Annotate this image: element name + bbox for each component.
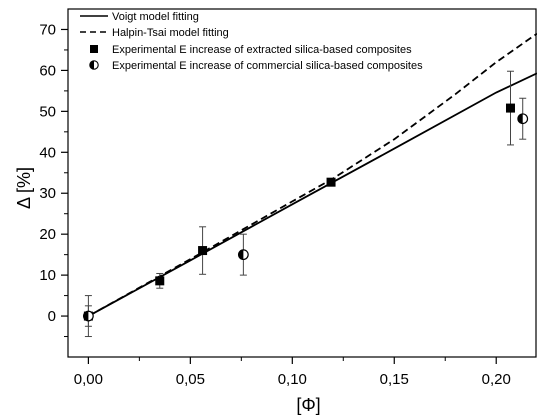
y-tick-label: 50 <box>39 103 56 120</box>
voigt-fit-line <box>87 72 537 317</box>
legend: Voigt model fitting Halpin-Tsai model fi… <box>80 11 423 72</box>
y-tick-label: 10 <box>39 267 56 284</box>
legend-label-halpin-tsai: Halpin-Tsai model fitting <box>112 27 229 39</box>
commercial-point-half-fill <box>517 113 523 124</box>
y-tick-label: 40 <box>39 144 56 161</box>
legend-label-extracted: Experimental E increase of extracted sil… <box>112 44 412 56</box>
y-axis-ticks: 0 10 20 30 40 50 60 70 <box>39 21 68 338</box>
y-tick-label: 0 <box>48 308 56 325</box>
extracted-point <box>505 103 515 113</box>
x-tick-label: 0,15 <box>380 371 409 388</box>
legend-swatch-commercial-half-fill <box>89 60 94 70</box>
commercial-point <box>517 113 529 125</box>
y-tick-label: 30 <box>39 185 56 202</box>
legend-swatch-commercial <box>89 60 99 70</box>
y-axis-title: Δ [%] <box>14 167 34 209</box>
x-tick-label: 0,05 <box>176 371 205 388</box>
x-axis-title: [Φ] <box>296 395 320 415</box>
extracted-point <box>155 276 165 286</box>
y-tick-label: 20 <box>39 226 56 243</box>
plot-frame <box>67 8 537 358</box>
data-points <box>82 70 529 338</box>
commercial-point-half-fill <box>238 249 244 260</box>
commercial-point <box>82 310 94 322</box>
commercial-point <box>237 249 249 261</box>
y-tick-label: 70 <box>39 21 56 38</box>
x-tick-label: 0,00 <box>74 371 103 388</box>
legend-label-voigt: Voigt model fitting <box>112 11 199 23</box>
extracted-point <box>326 177 336 187</box>
x-tick-label: 0,20 <box>482 371 511 388</box>
halpin-tsai-fit-line <box>87 32 537 317</box>
legend-swatch-extracted <box>90 45 98 53</box>
x-axis-ticks: 0,00 0,05 0,10 0,15 0,20 <box>74 357 511 388</box>
legend-label-commercial: Experimental E increase of commercial si… <box>112 60 423 72</box>
fit-lines <box>87 32 537 317</box>
y-tick-label: 60 <box>39 62 56 79</box>
extracted-point <box>198 246 208 256</box>
x-tick-label: 0,10 <box>278 371 307 388</box>
commercial-point-half-fill <box>83 311 89 321</box>
